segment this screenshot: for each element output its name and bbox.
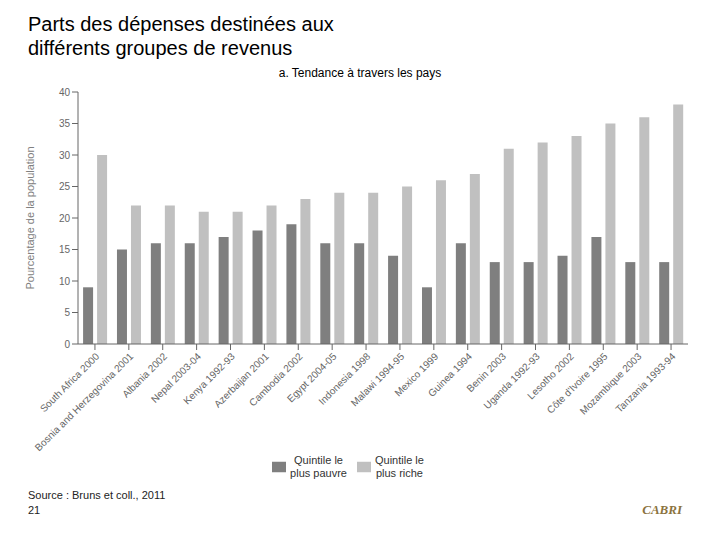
html-text:a. Tendance à travers les pays: a. Tendance à travers les pays (278, 66, 442, 80)
svg-text:30: 30 (59, 150, 71, 161)
svg-text:5: 5 (64, 307, 70, 318)
html-text:21: 21 (28, 504, 41, 516)
svg-text:South Africa 2000: South Africa 2000 (38, 350, 102, 414)
svg-text:Indonesia 1998: Indonesia 1998 (316, 350, 373, 407)
svg-text:0: 0 (64, 339, 70, 350)
svg-text:25: 25 (59, 181, 71, 192)
html-text:Source : Bruns et coll., 2011: Source : Bruns et coll., 2011 (28, 489, 166, 501)
html-text:CABRI: CABRI (642, 502, 682, 517)
svg-text:35: 35 (59, 118, 71, 129)
svg-text:Mozambique 2003: Mozambique 2003 (578, 350, 644, 416)
svg-text:Tanzania 1993-94: Tanzania 1993-94 (613, 350, 677, 414)
svg-text:Azerbaijan 2001: Azerbaijan 2001 (211, 350, 271, 410)
svg-text:10: 10 (59, 276, 71, 287)
svg-text:Malawi 1994-95: Malawi 1994-95 (349, 350, 407, 408)
svg-text:Benin 2003: Benin 2003 (464, 350, 508, 395)
svg-text:Mexico 1999: Mexico 1999 (392, 350, 441, 399)
svg-text:Lesotho 2002: Lesotho 2002 (525, 350, 576, 402)
svg-text:Bosnia and Herzegovina 2001: Bosnia and Herzegovina 2001 (33, 350, 136, 453)
svg-text:Nepal 2003-04: Nepal 2003-04 (148, 350, 203, 405)
svg-text:15: 15 (59, 244, 71, 255)
svg-text:40: 40 (59, 87, 71, 98)
svg-text:Albania 2002: Albania 2002 (120, 350, 170, 400)
svg-text:Cambodia 2002: Cambodia 2002 (247, 350, 305, 409)
html-text:Parts des dépenses destinées a: Parts des dépenses destinées aux différe… (28, 13, 334, 59)
svg-text:20: 20 (59, 213, 71, 224)
html-text:Quintile le plus pauvre: Quintile le plus pauvre (290, 454, 347, 479)
svg-text:Pourcentage de la population: Pourcentage de la population (24, 146, 36, 289)
svg-text:Côte d'Ivoire 1995: Côte d'Ivoire 1995 (545, 350, 610, 415)
svg-text:Uganda 1992-93: Uganda 1992-93 (481, 350, 542, 411)
svg-text:Kenya 1992-93: Kenya 1992-93 (181, 350, 237, 407)
html-text:Quintile le plus riche: Quintile le plus riche (375, 454, 424, 479)
svg-text:Guinea 1994: Guinea 1994 (426, 350, 475, 399)
svg-text:Egypt 2004-05: Egypt 2004-05 (284, 350, 339, 405)
